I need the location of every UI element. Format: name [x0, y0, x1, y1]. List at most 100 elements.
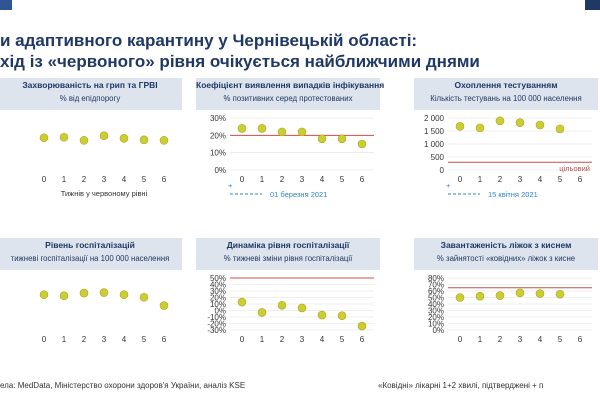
y-tick-label: -20%: [207, 320, 226, 329]
data-point: [119, 290, 129, 299]
data-point: [297, 127, 307, 137]
data-point: [139, 292, 149, 302]
data-point: [237, 124, 247, 133]
chart-svg: 0%10%20%30%40%50%60%70%80% 0 1 2 3 4 5 6: [428, 274, 592, 344]
chart-svg: 0 1 2 3 4 5 6: [39, 288, 169, 344]
x-tick-label: 0: [42, 175, 47, 184]
chart-title: Динаміка рівня госпіталізації: [226, 240, 350, 250]
chart-title: Рівень госпіталізацій: [45, 240, 135, 250]
x-tick-label: 2: [280, 175, 285, 184]
x-tick-label: 6: [360, 335, 365, 344]
x-tick-label: 5: [558, 175, 563, 184]
chart-subtitle: % тижневі зміни рівня госпіталізації: [223, 254, 353, 263]
x-tick-label: 0: [42, 335, 47, 344]
chart-subtitle: % зайнятості «ковідних» ліжок з кисне: [436, 254, 576, 263]
x-tick-label: 2: [280, 335, 285, 344]
data-point: [139, 135, 149, 145]
x-tick-label: 1: [260, 335, 265, 344]
data-point: [337, 134, 347, 144]
chart-panel: Охоплення тестуванням Кількість тестувань…: [414, 78, 598, 206]
data-point: [297, 303, 307, 313]
chart-subtitle: Кількість тестувань на 100 000 населення: [430, 94, 582, 103]
y-tick-label: 1 000: [424, 140, 445, 149]
chart-header: Охоплення тестуванням Кількість тестувань…: [414, 78, 598, 110]
x-tick-label: 3: [518, 175, 523, 184]
data-point: [555, 289, 565, 299]
data-point: [495, 291, 505, 300]
y-tick-label: 40%: [210, 281, 226, 290]
x-tick-label: 1: [478, 335, 483, 344]
y-tick-label: 0: [440, 166, 445, 175]
chart-svg: -30%-20%-10%0%10%20%30%40%50% 0 1 2 3 4 5 6: [207, 274, 374, 344]
data-point: [455, 293, 465, 302]
y-tick-label: 0%: [214, 307, 226, 316]
plus-marker: +: [446, 181, 451, 190]
x-tick-label: 4: [538, 175, 543, 184]
x-tick-label: 5: [558, 335, 563, 344]
y-tick-label: 500: [431, 153, 445, 162]
data-point: [317, 310, 327, 320]
y-tick-label: 60%: [428, 287, 444, 296]
data-point: [119, 133, 129, 143]
data-point: [159, 301, 169, 310]
data-point: [237, 297, 247, 307]
y-tick-label: 80%: [428, 274, 444, 283]
y-tick-label: 50%: [428, 294, 444, 303]
data-point: [39, 133, 49, 143]
y-tick-label: 0%: [214, 166, 226, 175]
x-tick-label: 3: [518, 335, 523, 344]
chart-panel: Рівень госпіталізацій тижневі госпіталіза…: [0, 238, 182, 366]
data-point: [257, 308, 267, 317]
data-point: [99, 288, 109, 297]
data-point: [277, 127, 287, 137]
x-tick-label: 2: [82, 335, 87, 344]
x-tick-label: 6: [162, 175, 167, 184]
chart-svg: 0 1 2 3 4 5 6 Тижнів у червоному рівні: [39, 131, 169, 198]
page-title-line2: хід із «червоного» рівня очікується найб…: [0, 52, 480, 71]
y-tick-label: 30%: [210, 287, 226, 296]
x-tick-label: 4: [122, 175, 127, 184]
data-point: [39, 290, 49, 299]
data-point: [515, 118, 525, 127]
data-point: [59, 291, 69, 300]
data-point: [495, 116, 505, 126]
y-tick-label: -10%: [207, 313, 226, 322]
x-tick-label: 3: [300, 335, 305, 344]
y-tick-label: 0%: [432, 326, 444, 335]
chart-title: Захворюваність на грип та ГРВІ: [22, 80, 158, 90]
y-tick-label: 10%: [428, 320, 444, 329]
footer-source: ела: MedData, Міністерство охорони здоро…: [0, 381, 246, 390]
x-tick-label: 6: [162, 335, 167, 344]
x-tick-label: 1: [62, 175, 67, 184]
data-point: [257, 124, 267, 133]
chart-subtitle: % позитивних серед протестованих: [223, 94, 353, 103]
date-note: 01 березня 2021: [270, 190, 327, 199]
x-tick-label: 2: [82, 175, 87, 184]
x-tick-label: 6: [578, 335, 583, 344]
plus-marker: +: [228, 181, 233, 190]
top-bar: [0, 0, 600, 10]
chart-panel: Завантаженість ліжок з киснем % зайнятост…: [414, 238, 598, 366]
chart-header: Захворюваність на грип та ГРВІ % від епід…: [0, 78, 182, 110]
x-tick-label: 5: [340, 335, 345, 344]
data-point: [455, 122, 465, 131]
date-note: 15 квітня 2021: [488, 190, 538, 199]
y-tick-label: 70%: [428, 281, 444, 290]
x-tick-label: 0: [240, 175, 245, 184]
data-point: [277, 300, 287, 310]
x-tick-label: 4: [122, 335, 127, 344]
chart-header: Рівень госпіталізацій тижневі госпіталіза…: [0, 238, 182, 270]
x-tick-label: 1: [62, 335, 67, 344]
y-tick-label: 20%: [428, 313, 444, 322]
chart-title: Коефіцієнт виявлення випадків інфікуванн…: [196, 80, 385, 90]
y-tick-label: 50%: [210, 274, 226, 283]
data-point: [535, 120, 545, 130]
chart-header: Завантаженість ліжок з киснем % зайнятост…: [414, 238, 598, 270]
top-right-accent: [585, 0, 600, 10]
x-tick-label: 0: [240, 335, 245, 344]
chart-panel: Захворюваність на грип та ГРВІ % від епід…: [0, 78, 182, 206]
data-point: [475, 291, 485, 301]
y-tick-label: 2 000: [424, 114, 445, 123]
page-title-line1: и адаптивного карантину у Чернівецькій о…: [0, 31, 418, 50]
x-tick-label: 2: [498, 175, 503, 184]
